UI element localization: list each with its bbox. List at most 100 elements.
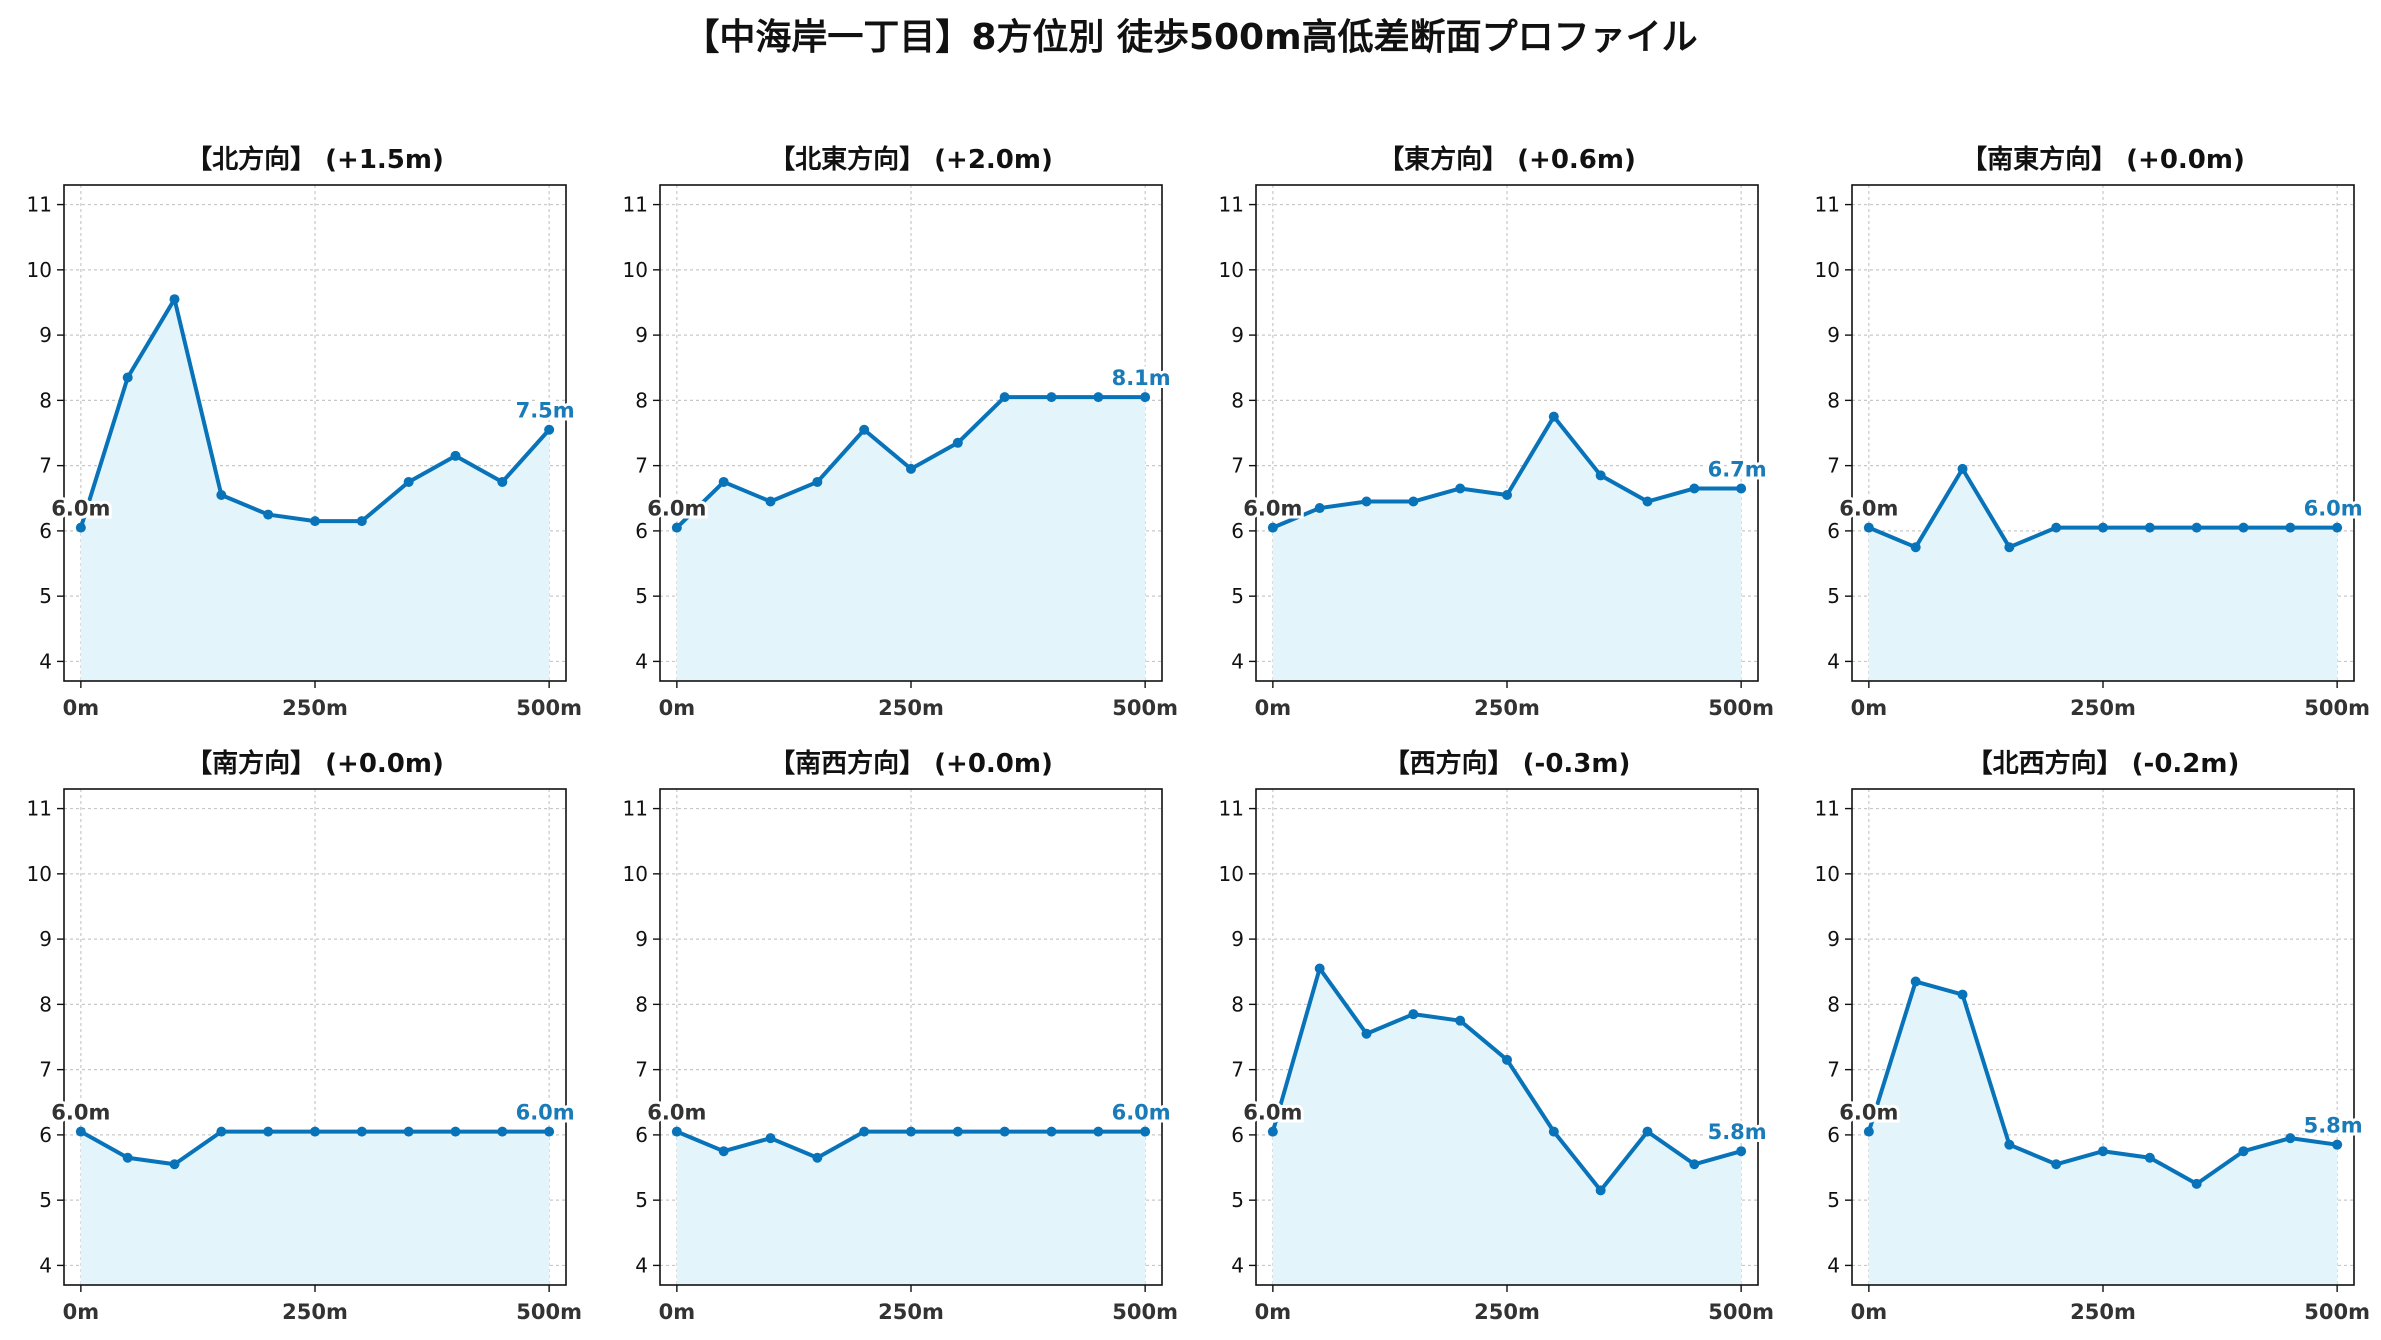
area-fill — [676, 397, 1146, 681]
x-tick-label: 0m — [659, 1300, 696, 1324]
data-point — [671, 1126, 682, 1137]
data-point — [718, 1146, 729, 1157]
data-point — [1548, 411, 1559, 422]
data-point — [1910, 976, 1921, 987]
y-tick-label: 5 — [1827, 584, 1840, 608]
data-point — [1455, 483, 1466, 494]
y-tick-label: 9 — [1231, 927, 1244, 951]
data-point — [1140, 1126, 1151, 1137]
y-tick-label: 8 — [635, 388, 648, 412]
data-point — [2004, 542, 2015, 553]
y-tick-label: 10 — [1815, 862, 1840, 886]
data-point — [1642, 1126, 1653, 1137]
data-point — [906, 1126, 916, 1137]
data-point — [1863, 1126, 1874, 1137]
data-point — [1093, 1126, 1104, 1137]
data-point — [169, 294, 180, 305]
area-fill — [1272, 416, 1742, 681]
data-point — [75, 1126, 86, 1137]
data-point — [2051, 1159, 2062, 1170]
data-point — [2238, 1146, 2249, 1157]
x-tick-label: 0m — [1255, 696, 1292, 720]
y-tick-label: 6 — [1827, 519, 1840, 543]
x-tick-label: 250m — [282, 1300, 348, 1324]
y-tick-label: 4 — [39, 1253, 52, 1277]
chart-panel: 4 5 6 7 8 9 10 11 0m 250m 500m 【東方向】 (+0.6m) 6.0m 6.7… — [1219, 144, 1774, 720]
data-point — [356, 516, 367, 527]
y-tick-label: 5 — [1231, 584, 1244, 608]
data-point — [1408, 1009, 1419, 1020]
y-tick-label: 5 — [1231, 1188, 1244, 1212]
y-tick-label: 6 — [1827, 1123, 1840, 1147]
data-point — [1595, 470, 1606, 481]
data-point — [999, 1126, 1010, 1137]
data-point — [216, 1126, 227, 1137]
data-point — [497, 476, 508, 487]
data-point — [2285, 522, 2296, 533]
chart-panel: 4 5 6 7 8 9 10 11 0m 250m 500m 【北西方向】 (-0.2m) 6.0m 5.… — [1815, 748, 2370, 1324]
y-tick-label: 9 — [1827, 927, 1840, 951]
end-value-label: 5.8m — [2304, 1114, 2363, 1138]
y-tick-label: 10 — [623, 862, 648, 886]
area-fill — [80, 1131, 550, 1285]
x-tick-label: 0m — [1255, 1300, 1292, 1324]
panel-title: 【南西方向】 (+0.0m) — [769, 748, 1053, 779]
y-tick-label: 4 — [1231, 1253, 1244, 1277]
y-tick-label: 4 — [1827, 1253, 1840, 1277]
x-tick-label: 500m — [2304, 696, 2370, 720]
panel-title: 【北西方向】 (-0.2m) — [1967, 748, 2240, 779]
data-point — [1910, 542, 1921, 553]
data-point — [1502, 1054, 1512, 1065]
y-tick-label: 9 — [1827, 323, 1840, 347]
x-tick-label: 250m — [1474, 1300, 1540, 1324]
y-tick-label: 6 — [1231, 1123, 1244, 1147]
y-tick-label: 5 — [1827, 1188, 1840, 1212]
panel-title: 【南方向】 (+0.0m) — [186, 748, 444, 779]
data-point — [216, 490, 227, 500]
data-point — [450, 1126, 461, 1137]
y-tick-label: 9 — [39, 927, 52, 951]
data-point — [169, 1159, 180, 1170]
data-point — [544, 424, 555, 435]
y-tick-label: 5 — [635, 584, 648, 608]
data-point — [718, 476, 729, 487]
data-point — [1408, 496, 1419, 507]
data-point — [403, 1126, 414, 1137]
y-tick-label: 7 — [39, 454, 52, 478]
y-tick-label: 4 — [1827, 649, 1840, 673]
x-tick-label: 250m — [878, 1300, 944, 1324]
y-tick-label: 11 — [623, 193, 648, 217]
y-tick-label: 9 — [1231, 323, 1244, 347]
end-value-label: 6.7m — [1708, 457, 1767, 481]
data-point — [1689, 483, 1700, 494]
x-tick-label: 250m — [2070, 1300, 2136, 1324]
panel-title: 【北方向】 (+1.5m) — [186, 144, 444, 175]
data-point — [859, 1126, 870, 1137]
end-value-label: 7.5m — [516, 399, 575, 423]
y-tick-label: 8 — [39, 992, 52, 1016]
chart-panel: 4 5 6 7 8 9 10 11 0m 250m 500m 【南東方向】 (+0.0m) 6.0m 6.… — [1815, 144, 2370, 720]
y-tick-label: 11 — [1815, 193, 1840, 217]
y-tick-label: 11 — [623, 797, 648, 821]
x-tick-label: 500m — [1708, 1300, 1774, 1324]
data-point — [1689, 1159, 1700, 1170]
y-tick-label: 8 — [1827, 388, 1840, 412]
x-tick-label: 0m — [1851, 696, 1888, 720]
data-point — [812, 476, 823, 487]
data-point — [1736, 1146, 1747, 1157]
start-value-label: 6.0m — [51, 1101, 110, 1125]
data-point — [263, 1126, 274, 1137]
y-tick-label: 8 — [1231, 388, 1244, 412]
area-fill — [80, 299, 550, 681]
data-point — [1314, 963, 1325, 974]
y-tick-label: 10 — [1219, 862, 1244, 886]
data-point — [2191, 1178, 2202, 1189]
data-point — [1361, 1028, 1372, 1039]
data-point — [403, 476, 414, 487]
data-point — [2332, 1139, 2343, 1150]
y-tick-label: 11 — [27, 193, 52, 217]
chart-panel: 4 5 6 7 8 9 10 11 0m 250m 500m 【西方向】 (-0.3m) 6.0m 5.8… — [1219, 748, 1774, 1324]
x-tick-label: 250m — [2070, 696, 2136, 720]
y-tick-label: 6 — [39, 1123, 52, 1147]
y-tick-label: 6 — [635, 519, 648, 543]
